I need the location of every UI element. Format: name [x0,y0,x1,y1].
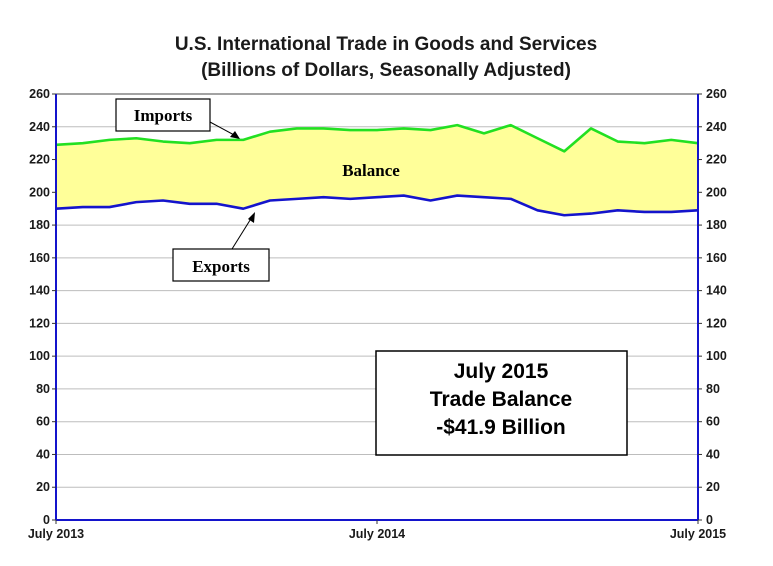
left-y-tick-label: 100 [29,349,50,363]
left-y-axis-ticks: 0 20 40 60 80 100 120 140 160 180 200 220 240 260 [29,87,56,527]
exports-label: Exports [192,257,250,276]
left-y-tick-label: 40 [36,447,50,461]
imports-label: Imports [134,106,193,125]
trade-balance-box-line-1: July 2015 [454,360,549,383]
imports-leader-line [209,121,237,137]
left-y-tick-label: 20 [36,480,50,494]
right-y-tick-label: 20 [706,480,720,494]
trade-balance-box [375,350,628,456]
exports-label-box [172,248,270,282]
right-y-tick-label: 140 [706,284,727,298]
left-y-tick-label: 200 [29,185,50,199]
left-y-tick-label: 60 [36,415,50,429]
right-y-tick-label: 120 [706,316,727,330]
exports-leader-line [231,216,253,250]
right-y-tick-label: 200 [706,185,727,199]
left-y-tick-label: 240 [29,120,50,134]
right-y-tick-label: 240 [706,120,727,134]
right-y-tick-label: 80 [706,382,720,396]
balance-area [56,125,698,216]
right-y-tick-label: 40 [706,447,720,461]
exports-series-line [55,194,699,217]
balance-fill-layer [56,125,698,216]
right-y-tick-label: 180 [706,218,727,232]
imports-leader-arrow [230,131,240,139]
exports-leader-arrow [248,212,255,223]
right-y-axis-ticks: 0 20 40 60 80 100 120 140 160 180 200 220 240 260 [698,87,727,527]
chart-title: U.S. International Trade in Goods and Se… [175,34,597,55]
right-y-tick-label: 220 [706,153,727,167]
left-y-tick-label: 80 [36,382,50,396]
trade-balance-box-line-2: Trade Balance [430,388,572,411]
series-lines-layer [55,123,699,217]
chart-subtitle: (Billions of Dollars, Seasonally Adjuste… [201,60,571,81]
right-y-tick-label: 60 [706,415,720,429]
left-y-tick-label: 260 [29,87,50,101]
left-y-tick-label: 140 [29,284,50,298]
left-y-tick-label: 180 [29,218,50,232]
balance-label: Balance [342,161,400,180]
left-y-tick-label: 120 [29,316,50,330]
right-y-tick-label: 100 [706,349,727,363]
right-y-tick-label: 160 [706,251,727,265]
imports-series-line [55,123,699,153]
left-y-tick-label: 0 [43,513,50,527]
x-tick-label: July 2013 [28,527,84,541]
right-y-tick-label: 0 [706,513,713,527]
right-y-tick-label: 260 [706,87,727,101]
left-y-tick-label: 220 [29,153,50,167]
left-y-tick-label: 160 [29,251,50,265]
x-tick-label: July 2014 [349,527,405,541]
imports-label-box [115,98,211,132]
x-axis-ticks: July 2013 July 2014 July 2015 [28,520,726,541]
trade-balance-box-line-3: -$41.9 Billion [436,416,566,439]
x-tick-label: July 2015 [670,527,726,541]
